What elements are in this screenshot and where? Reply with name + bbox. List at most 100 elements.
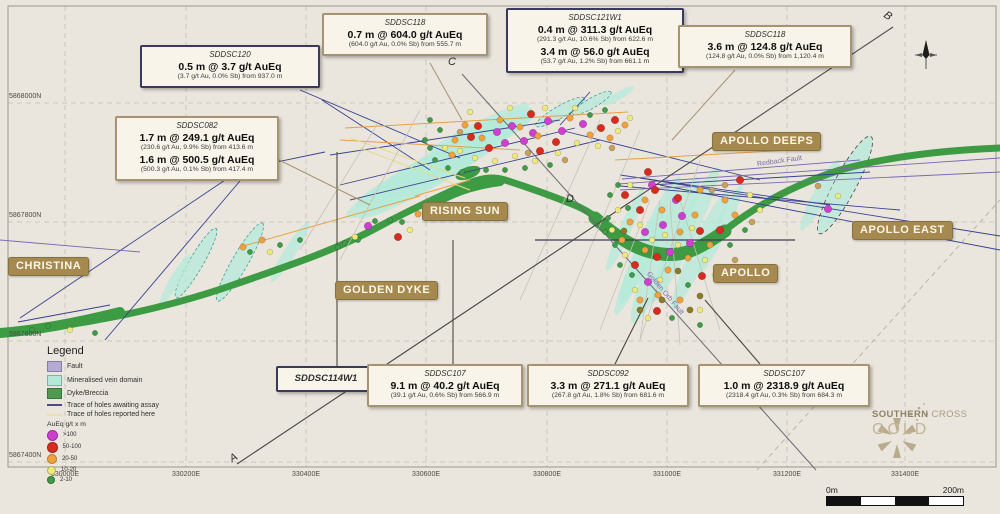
aueq-dot (92, 330, 98, 336)
legend-item-label: Fault (67, 363, 83, 370)
aueq-dot (526, 109, 536, 119)
intercept-grade: 1.0 m @ 2318.9 g/t AuEq (723, 379, 845, 392)
aueq-dot (614, 127, 622, 135)
intercept-detail: (39.1 g/t Au, 0.6% Sb) from 566.9 m (390, 392, 500, 400)
aueq-dot (620, 227, 628, 235)
aueq-dot (534, 132, 542, 140)
dyke-breccia-band (0, 144, 1000, 338)
intercept-grade: 3.6 m @ 124.8 g/t AuEq (707, 40, 823, 53)
aueq-dot (511, 152, 519, 160)
legend-aueq-item: 2-10 (47, 476, 225, 484)
intercept-detail: (2318.4 g/t Au, 0.3% Sb) from 684.3 m (726, 392, 842, 400)
aueq-dot (456, 147, 464, 155)
legend-line-swatch (47, 404, 62, 406)
x-axis-label: 331000E (652, 471, 682, 478)
intercept-detail: (124.8 g/t Au, 0.0% Sb) from 1,120.4 m (706, 53, 824, 61)
zone-label-christina: CHRISTINA (8, 257, 90, 276)
aueq-dot (586, 131, 594, 139)
legend-dot-items: >100 50-100 20-50 10-20 2-10 (47, 429, 225, 484)
aueq-dot (636, 306, 644, 314)
callout-sddsc120: SDDSC120 0.5 m @ 3.7 g/t AuEq (3.7 g/t Au,… (140, 45, 320, 88)
legend-aueq-title: AuEq g/t x m (47, 421, 86, 428)
aueq-dot (626, 114, 634, 122)
aueq-dot (727, 242, 733, 248)
aueq-dot (606, 134, 614, 142)
aueq-dot (614, 206, 622, 214)
aueq-dot (587, 112, 593, 118)
aueq-dot (644, 314, 652, 322)
legend-item-label: Dyke/Breccia (67, 390, 109, 397)
aueq-dot (492, 127, 502, 137)
aueq-dot (441, 144, 449, 152)
aueq-dot (641, 196, 649, 204)
zone-label-apollo-deeps: APOLLO DEEPS (712, 132, 822, 151)
aueq-dot (445, 165, 451, 171)
aueq-dot (451, 136, 459, 144)
legend-item: Dyke/Breccia (47, 388, 225, 399)
aueq-dot (335, 244, 341, 250)
legend-dot-label: 2-10 (60, 477, 73, 483)
aueq-dot (674, 267, 682, 275)
aueq-dot (626, 218, 634, 226)
aueq-dot (427, 117, 433, 123)
legend-swatch (47, 361, 62, 372)
aueq-dot (473, 121, 483, 131)
intercept-grade: 0.4 m @ 311.3 g/t AuEq (537, 23, 653, 36)
aueq-dot (557, 126, 567, 136)
aueq-dot (491, 157, 499, 165)
aueq-dot (399, 219, 405, 225)
aueq-dot (535, 146, 545, 156)
aueq-dot (561, 156, 569, 164)
x-axis-label: 330000E (50, 471, 80, 478)
callout-hole-id: SDDSC114W1 (294, 373, 358, 384)
y-axis-label: 5867400N (9, 452, 42, 459)
intercept-detail: (230.6 g/t Au, 9.9% Sb) from 413.6 m (140, 144, 254, 152)
aueq-dot (664, 266, 672, 274)
aueq-dot (697, 322, 703, 328)
intercept-dots (29, 104, 842, 336)
aueq-dot (363, 221, 373, 231)
legend-swatch (47, 374, 62, 386)
callout-sddsc082: SDDSC082 1.7 m @ 249.1 g/t AuEq (230.6 g/t… (115, 116, 279, 181)
aueq-dot (706, 241, 714, 249)
aueq-dot (500, 138, 510, 148)
aueq-dot (677, 211, 687, 221)
aueq-dot (573, 139, 581, 147)
intercept-detail: (604.0 g/t Au, 0.0% Sb) from 555.7 m (348, 41, 462, 49)
aueq-dot (554, 149, 562, 157)
callout-hole-id: SDDSC118 (744, 30, 786, 39)
callout-hole-id: SDDSC121W1 (568, 13, 622, 22)
zone-label-apollo-east: APOLLO EAST (852, 221, 953, 240)
aueq-dot (522, 165, 528, 171)
aueq-dot (466, 132, 476, 142)
aueq-dot (507, 121, 517, 131)
aueq-dot (756, 206, 764, 214)
section-marker-c: C (448, 56, 456, 68)
aueq-dot (823, 204, 833, 214)
scale-bar: 0m 200m (826, 485, 964, 506)
aueq-dot (676, 228, 684, 236)
aueq-dot (342, 240, 348, 246)
aueq-dot (654, 291, 662, 299)
aueq-dot (652, 306, 662, 316)
aueq-dot (608, 144, 616, 152)
legend-aueq-item: >100 (47, 429, 225, 441)
map-frame (7, 5, 997, 468)
aueq-dot (696, 186, 704, 194)
aueq-dot (566, 114, 574, 122)
aueq-dot (658, 206, 666, 214)
legend-item-label: Trace of holes reported here (67, 411, 156, 418)
aueq-dot (731, 211, 739, 219)
legend-dot-swatch (47, 429, 58, 441)
aueq-dot (571, 104, 579, 112)
aueq-dot (696, 292, 704, 300)
aueq-dot (456, 128, 464, 136)
y-axis-label: 5868000N (9, 93, 42, 100)
aueq-dot (658, 296, 666, 304)
legend-dot-swatch (47, 476, 55, 484)
aueq-dot (748, 218, 756, 226)
callout-sddsc118: SDDSC118 0.7 m @ 604.0 g/t AuEq (604.0 g/t… (322, 13, 488, 56)
aueq-dot (484, 143, 494, 153)
y-axis-label: 5867600N (9, 331, 42, 338)
legend-dot-label: 10-20 (61, 467, 77, 473)
